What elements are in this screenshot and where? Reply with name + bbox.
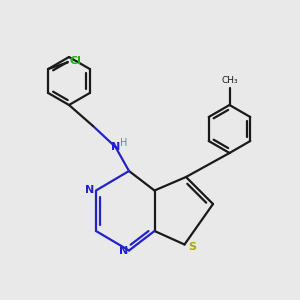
Text: CH₃: CH₃ — [221, 76, 238, 85]
Text: S: S — [188, 242, 196, 253]
Text: H: H — [120, 138, 128, 148]
Text: N: N — [119, 246, 128, 256]
Text: Cl: Cl — [69, 56, 81, 67]
Text: N: N — [111, 142, 120, 152]
Text: N: N — [85, 184, 94, 195]
